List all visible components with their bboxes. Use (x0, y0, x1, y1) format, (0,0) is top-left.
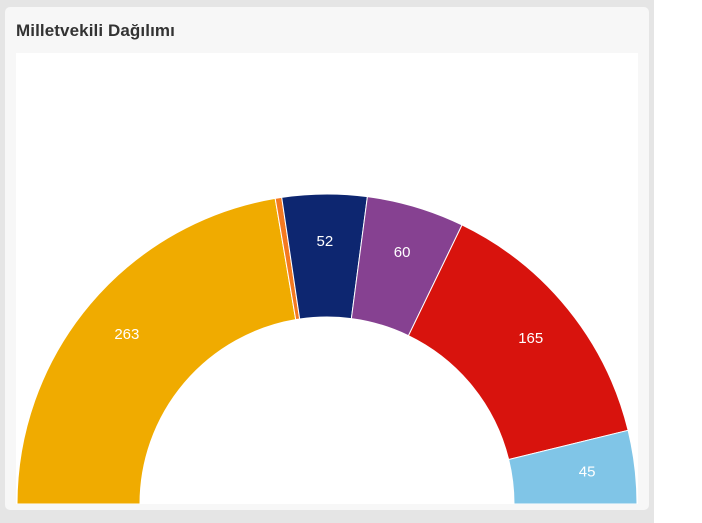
slices-layer (16, 193, 638, 504)
slice-label-0: 263 (114, 326, 139, 343)
page-background: Milletvekili Dağılımı 263 52 60 165 45 (0, 0, 654, 523)
labels-layer: 263 52 60 165 45 (114, 233, 595, 481)
slice-5[interactable] (508, 429, 638, 504)
slice-label-3: 60 (394, 244, 411, 261)
slice-0[interactable] (16, 197, 297, 504)
slice-label-5: 45 (579, 464, 596, 481)
parliament-chart: 263 52 60 165 45 (16, 193, 638, 504)
slice-label-4: 165 (518, 330, 543, 347)
chart-card: Milletvekili Dağılımı 263 52 60 165 45 (5, 7, 649, 510)
chart-area: 263 52 60 165 45 (16, 53, 638, 504)
slice-label-2: 52 (317, 233, 334, 250)
card-title: Milletvekili Dağılımı (16, 21, 175, 40)
